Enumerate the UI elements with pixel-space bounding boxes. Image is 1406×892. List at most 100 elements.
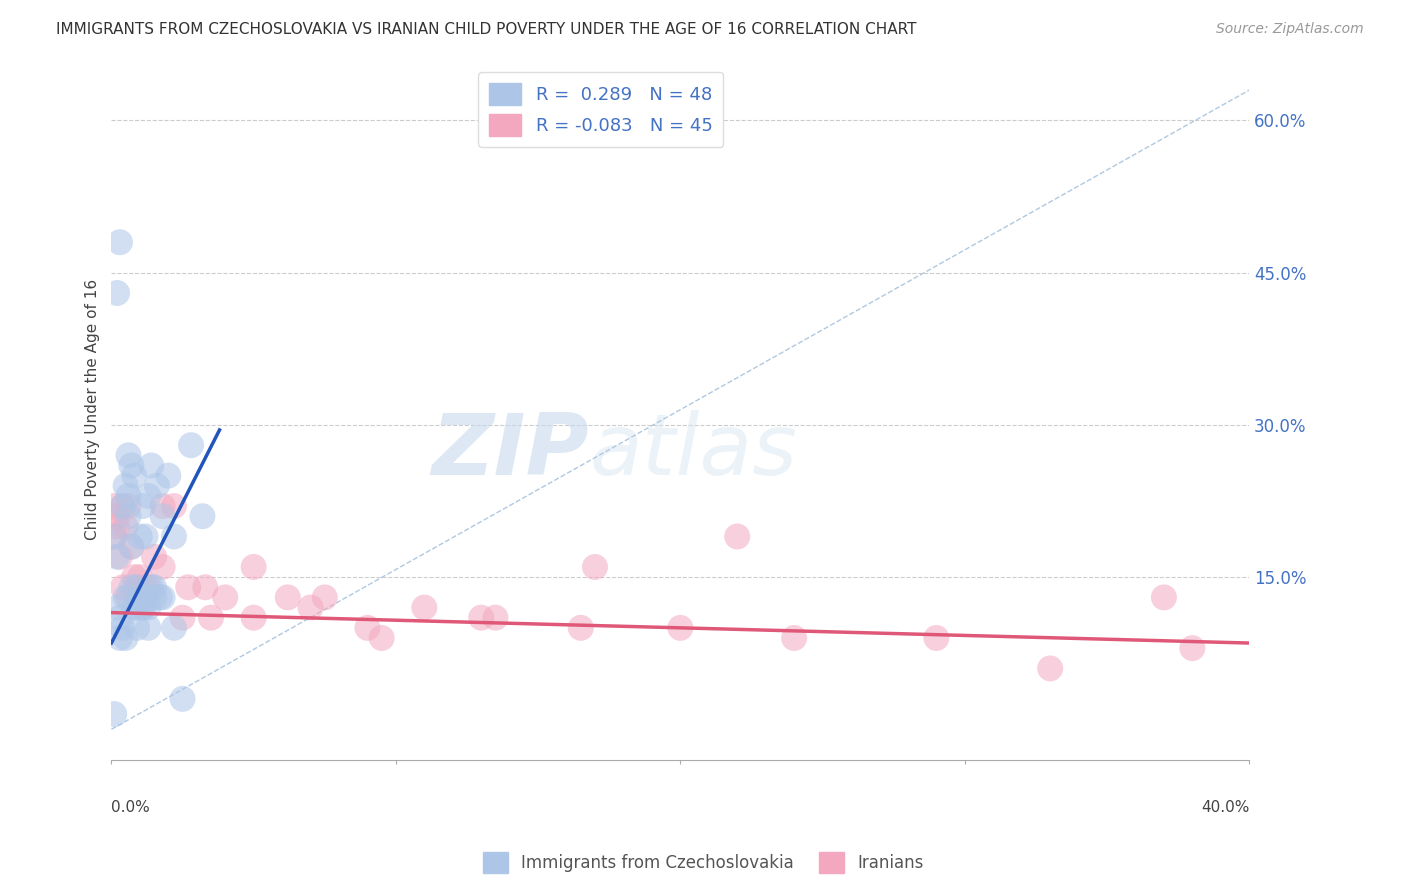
- Point: [484, 610, 506, 624]
- Point: [163, 499, 186, 513]
- Point: [117, 499, 139, 513]
- Point: [111, 499, 134, 513]
- Point: [105, 600, 128, 615]
- Point: [177, 580, 200, 594]
- Point: [138, 600, 160, 615]
- Point: [117, 509, 139, 524]
- Point: [242, 610, 264, 624]
- Point: [569, 621, 592, 635]
- Text: 40.0%: 40.0%: [1201, 800, 1250, 815]
- Point: [1181, 641, 1204, 656]
- Legend: Immigrants from Czechoslovakia, Iranians: Immigrants from Czechoslovakia, Iranians: [477, 846, 929, 880]
- Point: [135, 591, 157, 605]
- Point: [125, 600, 148, 615]
- Point: [925, 631, 948, 645]
- Point: [108, 549, 131, 564]
- Point: [725, 529, 748, 543]
- Point: [103, 529, 125, 543]
- Point: [105, 285, 128, 300]
- Point: [122, 468, 145, 483]
- Point: [669, 621, 692, 635]
- Point: [120, 458, 142, 473]
- Point: [149, 591, 172, 605]
- Point: [143, 591, 166, 605]
- Point: [214, 591, 236, 605]
- Point: [125, 621, 148, 635]
- Text: 0.0%: 0.0%: [111, 800, 150, 815]
- Point: [120, 540, 142, 554]
- Point: [152, 499, 174, 513]
- Point: [108, 610, 131, 624]
- Point: [105, 519, 128, 533]
- Point: [125, 591, 148, 605]
- Point: [141, 458, 163, 473]
- Point: [117, 591, 139, 605]
- Point: [583, 560, 606, 574]
- Point: [103, 499, 125, 513]
- Point: [146, 479, 169, 493]
- Point: [143, 549, 166, 564]
- Point: [111, 499, 134, 513]
- Point: [356, 621, 378, 635]
- Point: [122, 600, 145, 615]
- Point: [138, 489, 160, 503]
- Point: [277, 591, 299, 605]
- Point: [370, 631, 392, 645]
- Point: [783, 631, 806, 645]
- Point: [242, 560, 264, 574]
- Point: [103, 529, 125, 543]
- Point: [163, 529, 186, 543]
- Point: [138, 580, 160, 594]
- Y-axis label: Child Poverty Under the Age of 16: Child Poverty Under the Age of 16: [86, 279, 100, 541]
- Point: [114, 519, 136, 533]
- Point: [114, 591, 136, 605]
- Point: [143, 580, 166, 594]
- Point: [114, 631, 136, 645]
- Point: [163, 621, 186, 635]
- Point: [299, 600, 322, 615]
- Legend: R =  0.289   N = 48, R = -0.083   N = 45: R = 0.289 N = 48, R = -0.083 N = 45: [478, 72, 724, 147]
- Point: [128, 591, 150, 605]
- Point: [1039, 661, 1062, 675]
- Text: atlas: atlas: [589, 410, 797, 493]
- Point: [314, 591, 336, 605]
- Point: [114, 479, 136, 493]
- Point: [152, 509, 174, 524]
- Point: [141, 580, 163, 594]
- Point: [105, 549, 128, 564]
- Point: [128, 529, 150, 543]
- Point: [103, 707, 125, 722]
- Point: [131, 600, 153, 615]
- Point: [172, 610, 194, 624]
- Point: [135, 580, 157, 594]
- Point: [191, 509, 214, 524]
- Point: [120, 540, 142, 554]
- Point: [194, 580, 217, 594]
- Point: [180, 438, 202, 452]
- Point: [111, 580, 134, 594]
- Point: [138, 621, 160, 635]
- Point: [200, 610, 222, 624]
- Point: [105, 509, 128, 524]
- Point: [108, 235, 131, 250]
- Text: Source: ZipAtlas.com: Source: ZipAtlas.com: [1216, 22, 1364, 37]
- Point: [152, 560, 174, 574]
- Point: [122, 570, 145, 584]
- Point: [470, 610, 492, 624]
- Point: [131, 499, 153, 513]
- Point: [413, 600, 436, 615]
- Text: IMMIGRANTS FROM CZECHOSLOVAKIA VS IRANIAN CHILD POVERTY UNDER THE AGE OF 16 CORR: IMMIGRANTS FROM CZECHOSLOVAKIA VS IRANIA…: [56, 22, 917, 37]
- Point: [117, 448, 139, 462]
- Point: [125, 580, 148, 594]
- Point: [135, 529, 157, 543]
- Point: [111, 621, 134, 635]
- Point: [1153, 591, 1175, 605]
- Point: [117, 489, 139, 503]
- Point: [128, 570, 150, 584]
- Text: ZIP: ZIP: [432, 410, 589, 493]
- Point: [125, 580, 148, 594]
- Point: [152, 591, 174, 605]
- Point: [172, 691, 194, 706]
- Point: [108, 631, 131, 645]
- Point: [157, 468, 180, 483]
